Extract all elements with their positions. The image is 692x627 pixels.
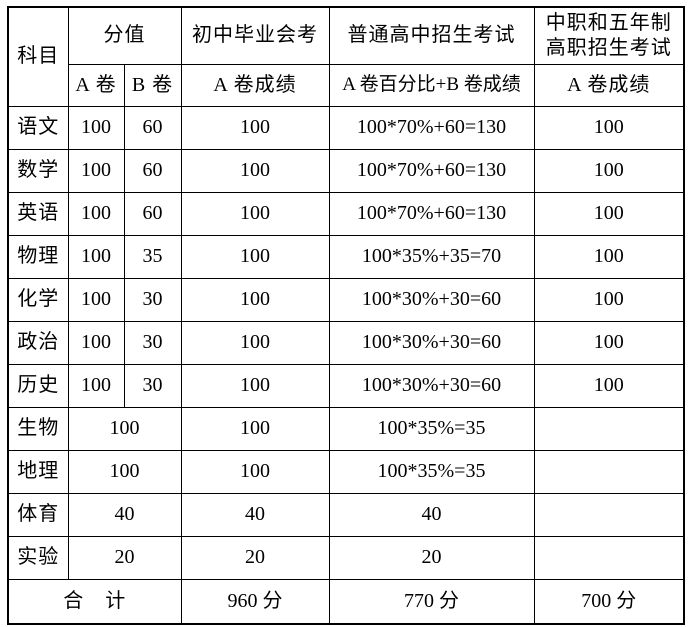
cell-exam3 [533, 449, 685, 494]
cell-exam3 [533, 492, 685, 537]
header-subject: 科目 [7, 6, 69, 107]
cell-subject: 政治 [7, 320, 69, 365]
cell-exam2: 100*70%+60=130 [328, 191, 535, 236]
header-a-paper: A 卷 [67, 63, 125, 107]
cell-exam1: 40 [180, 492, 330, 537]
cell-a-score: 100 [67, 191, 125, 236]
cell-subject: 物理 [7, 234, 69, 279]
cell-exam1: 100 [180, 449, 330, 494]
cell-subject: 生物 [7, 406, 69, 451]
table-row-total: 合 计 960 分 770 分 700 分 [7, 578, 685, 625]
cell-exam2: 100*35%=35 [328, 449, 535, 494]
cell-total-exam1: 960 分 [180, 578, 330, 625]
cell-exam3: 100 [533, 277, 685, 322]
cell-b-score: 60 [123, 148, 182, 193]
cell-subject: 实验 [7, 535, 69, 580]
cell-exam1: 100 [180, 406, 330, 451]
cell-exam2: 100*70%+60=130 [328, 148, 535, 193]
cell-ab-score: 20 [67, 535, 182, 580]
cell-exam1: 100 [180, 148, 330, 193]
cell-exam3: 100 [533, 234, 685, 279]
header-exam2-sub: A 卷百分比+B 卷成绩 [328, 63, 535, 107]
cell-exam3: 100 [533, 148, 685, 193]
cell-total-exam3: 700 分 [533, 578, 685, 625]
table-row-english: 英语 100 60 100 100*70%+60=130 100 [7, 191, 685, 236]
table-row-biology: 生物 100 100 100*35%=35 [7, 406, 685, 451]
table-row-history: 历史 100 30 100 100*30%+30=60 100 [7, 363, 685, 408]
table-row-physics: 物理 100 35 100 100*35%+35=70 100 [7, 234, 685, 279]
cell-exam1: 100 [180, 363, 330, 408]
header-exam3-sub: A 卷成绩 [533, 63, 685, 107]
cell-exam1: 100 [180, 277, 330, 322]
header-exam3-title: 中职和五年制 高职招生考试 [533, 6, 685, 65]
cell-exam1: 20 [180, 535, 330, 580]
cell-b-score: 30 [123, 363, 182, 408]
cell-ab-score: 40 [67, 492, 182, 537]
cell-exam3 [533, 535, 685, 580]
cell-a-score: 100 [67, 277, 125, 322]
cell-exam3: 100 [533, 105, 685, 150]
header-exam3-title-line2: 高职招生考试 [545, 36, 672, 59]
cell-exam1: 100 [180, 234, 330, 279]
table-row-geography: 地理 100 100 100*35%=35 [7, 449, 685, 494]
cell-exam1: 100 [180, 105, 330, 150]
header-score: 分值 [67, 6, 182, 65]
cell-b-score: 60 [123, 105, 182, 150]
cell-total-exam2: 770 分 [328, 578, 535, 625]
cell-exam1: 100 [180, 320, 330, 365]
header-row-2: A 卷 B 卷 A 卷成绩 A 卷百分比+B 卷成绩 A 卷成绩 [8, 63, 685, 107]
cell-exam2: 100*30%+30=60 [328, 363, 535, 408]
table-row-politics: 政治 100 30 100 100*30%+30=60 100 [7, 320, 685, 365]
header-row-1: 科目 分值 初中毕业会考 普通高中招生考试 中职和五年制 高职招生考试 [7, 6, 685, 107]
cell-subject: 地理 [7, 449, 69, 494]
header-b-paper: B 卷 [123, 63, 182, 107]
cell-subject: 化学 [7, 277, 69, 322]
header-exam1-title: 初中毕业会考 [180, 6, 330, 65]
cell-b-score: 30 [123, 277, 182, 322]
header-exam1-sub: A 卷成绩 [180, 63, 330, 107]
table-row-experiment: 实验 20 20 20 [7, 535, 685, 580]
table-row-pe: 体育 40 40 40 [7, 492, 685, 537]
cell-exam3 [533, 406, 685, 451]
cell-exam3: 100 [533, 363, 685, 408]
cell-exam2: 100*70%+60=130 [328, 105, 535, 150]
header-exam2-title: 普通高中招生考试 [328, 6, 535, 65]
cell-subject: 数学 [7, 148, 69, 193]
cell-a-score: 100 [67, 234, 125, 279]
cell-exam2: 40 [328, 492, 535, 537]
table-row-math: 数学 100 60 100 100*70%+60=130 100 [7, 148, 685, 193]
cell-exam3: 100 [533, 320, 685, 365]
cell-exam3: 100 [533, 191, 685, 236]
cell-subject: 体育 [7, 492, 69, 537]
cell-b-score: 60 [123, 191, 182, 236]
cell-a-score: 100 [67, 320, 125, 365]
cell-exam2: 100*30%+30=60 [328, 320, 535, 365]
cell-ab-score: 100 [67, 449, 182, 494]
cell-exam2: 100*35%+35=70 [328, 234, 535, 279]
cell-exam2: 20 [328, 535, 535, 580]
cell-b-score: 30 [123, 320, 182, 365]
table-row-chinese: 语文 100 60 100 100*70%+60=130 100 [7, 105, 685, 150]
table-row-chemistry: 化学 100 30 100 100*30%+30=60 100 [7, 277, 685, 322]
cell-a-score: 100 [67, 148, 125, 193]
cell-subject: 语文 [7, 105, 69, 150]
cell-subject: 历史 [7, 363, 69, 408]
cell-subject: 英语 [7, 191, 69, 236]
cell-exam1: 100 [180, 191, 330, 236]
cell-total-label: 合 计 [7, 578, 182, 625]
cell-b-score: 35 [123, 234, 182, 279]
cell-a-score: 100 [67, 105, 125, 150]
cell-exam2: 100*30%+30=60 [328, 277, 535, 322]
cell-ab-score: 100 [67, 406, 182, 451]
cell-a-score: 100 [67, 363, 125, 408]
exam-score-table: 科目 分值 初中毕业会考 普通高中招生考试 中职和五年制 高职招生考试 A 卷 … [7, 6, 685, 625]
cell-exam2: 100*35%=35 [328, 406, 535, 451]
header-exam3-title-line1: 中职和五年制 [545, 11, 672, 34]
